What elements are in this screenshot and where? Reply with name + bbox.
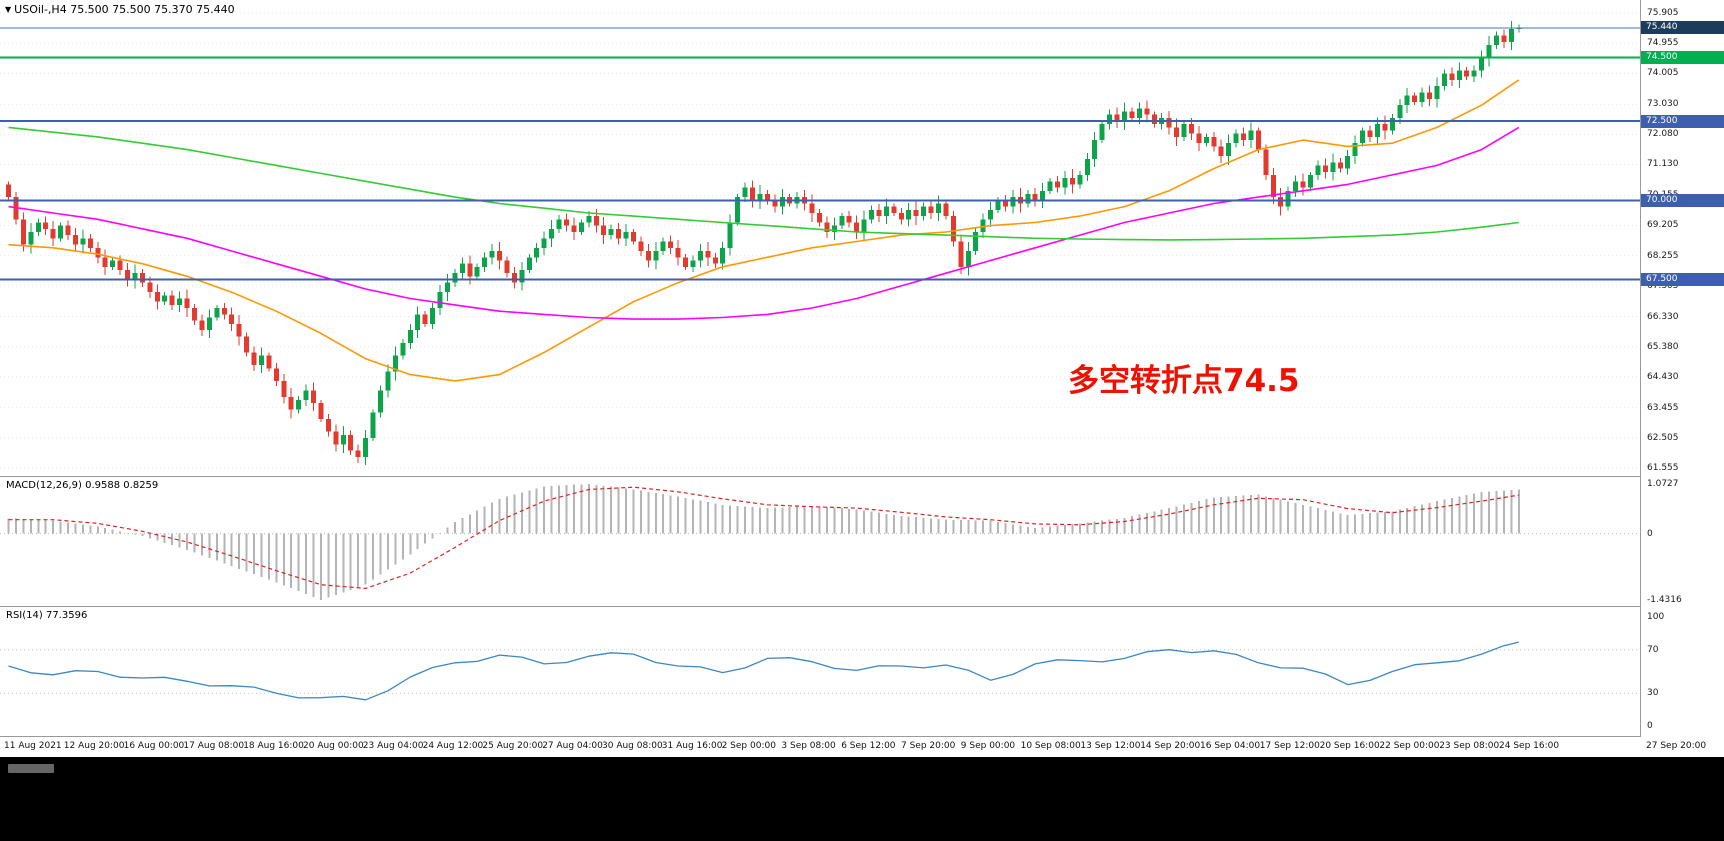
time-label: 6 Sep 12:00 [841,741,896,751]
price-axis-label: 63.455 [1647,402,1679,413]
price-axis-label: 64.430 [1647,371,1679,382]
rsi-indicator-label: RSI(14) 77.3596 [6,610,88,621]
time-label: 14 Sep 20:00 [1140,741,1201,751]
annotation-text: 多空转折点74.5 [1068,363,1300,399]
time-label: 13 Sep 12:00 [1080,741,1141,751]
price-axis-label: 73.030 [1647,99,1679,110]
time-label: 22 Sep 00:00 [1379,741,1440,751]
time-label: 12 Aug 20:00 [63,741,125,751]
price-axis[interactable]: 75.90574.95574.00573.03072.08071.13070.1… [1640,0,1724,757]
rsi-axis-label: 70 [1647,644,1659,655]
time-label: 25 Aug 20:00 [482,741,544,751]
time-label: 18 Aug 16:00 [243,741,304,751]
price-axis-label: 61.555 [1647,462,1679,473]
price-axis-label: 66.330 [1647,311,1679,322]
time-label: 23 Aug 04:00 [362,741,424,751]
rsi-axis-label: 100 [1647,612,1665,622]
bottom-strip-fragment [8,764,54,773]
time-label: 3 Sep 08:00 [781,741,836,751]
rsi-line [8,641,1519,701]
panel-separator[interactable] [0,736,1724,737]
price-axis-label: 65.380 [1647,341,1679,352]
chart-title: ▼ USOil-,H4 75.500 75.500 75.370 75.440 [5,3,235,16]
time-label: 27 Sep 20:00 [1646,741,1707,751]
panel-separator[interactable] [0,606,1724,607]
rsi-panel [0,641,1640,701]
time-label: 16 Aug 00:00 [123,741,185,751]
time-label: 20 Aug 00:00 [303,741,364,751]
macd-axis-label: -1.4316 [1647,595,1682,606]
price-axis-label: 74.005 [1647,68,1679,79]
rsi-axis-label: 30 [1647,688,1659,699]
time-label: 27 Aug 04:00 [542,741,603,751]
time-label: 17 Sep 12:00 [1259,741,1320,751]
time-label: 23 Sep 08:00 [1439,741,1500,751]
macd-axis-label: 1.0727 [1647,478,1679,489]
macd-axis-label: 0 [1647,528,1653,539]
price-axis-label: 71.130 [1647,159,1679,170]
price-badge-level: 72.500 [1641,114,1724,128]
time-label: 24 Aug 12:00 [422,741,484,751]
chart-title-text: USOil-,H4 75.500 75.500 75.370 75.440 [14,3,235,16]
macd-histogram [7,483,1520,600]
time-label: 9 Sep 00:00 [960,741,1016,751]
time-axis[interactable]: 11 Aug 2021 12 Aug 20:00 16 Aug 00:00 17 Au… [0,737,1724,757]
macd-indicator-label: MACD(12,26,9) 0.9588 0.8259 [6,480,159,491]
price-badge-level: 67.500 [1641,273,1724,286]
time-label: 31 Aug 16:00 [661,741,723,751]
one-click-trading-toggle[interactable]: ▼ [5,5,12,14]
price-axis-label: 75.905 [1647,8,1679,19]
price-axis-label: 74.955 [1647,38,1679,49]
price-axis-label: 68.255 [1647,250,1679,261]
price-badge-level: 74.500 [1641,51,1724,65]
time-label: 11 Aug 2021 [4,741,62,751]
price-axis-label: 62.505 [1647,432,1679,443]
time-label: 20 Sep 16:00 [1319,741,1380,751]
ma-fast-line [8,79,1520,382]
ma-mid-line [8,126,1520,320]
price-gridlines [0,12,1640,469]
bottom-strip [0,757,1724,841]
time-label: 30 Aug 08:00 [602,741,663,751]
rsi-axis-label: 0 [1647,721,1653,731]
macd-panel [0,483,1640,600]
price-badge-level: 70.000 [1641,193,1724,207]
price-axis-label: 72.080 [1647,129,1679,140]
time-label: 17 Aug 08:00 [183,741,245,751]
time-label: 7 Sep 20:00 [901,741,956,751]
time-label: 16 Sep 04:00 [1200,741,1261,751]
time-label: 24 Sep 16:00 [1499,741,1560,751]
macd-signal-line [8,486,1519,590]
ma-slow-line [8,126,1519,241]
time-label: 2 Sep 00:00 [721,741,776,751]
time-label: 10 Sep 08:00 [1020,741,1081,751]
chart-canvas[interactable] [0,0,1724,737]
panel-separator[interactable] [0,476,1724,477]
horizontal-level-lines[interactable] [0,27,1640,281]
price-axis-label: 69.205 [1647,220,1679,231]
price-badge-current: 75.440 [1641,21,1724,35]
